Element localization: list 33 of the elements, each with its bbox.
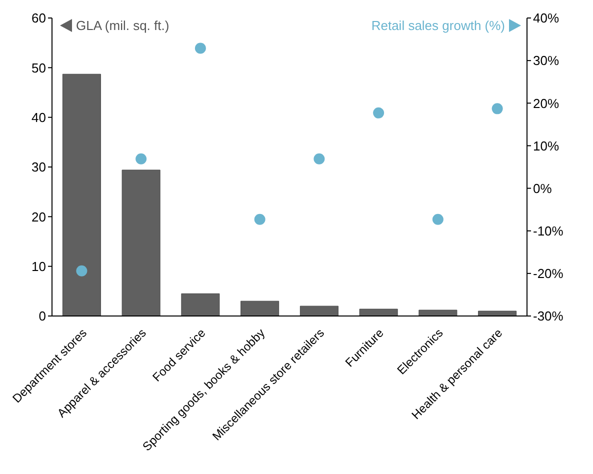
- point: [314, 153, 325, 164]
- y2-tick-label: 0%: [533, 180, 552, 196]
- y-tick-label: 0: [38, 308, 46, 324]
- point: [76, 265, 88, 276]
- bar: [181, 293, 220, 316]
- bar: [478, 310, 517, 316]
- point: [492, 103, 503, 114]
- bar: [359, 308, 398, 316]
- y2-tick-label: 40%: [533, 10, 560, 26]
- text: Retail sales growth (%): [371, 18, 505, 33]
- bar: [62, 74, 101, 316]
- bar: [300, 306, 338, 316]
- y-tick-label: 10: [32, 258, 46, 274]
- y-tick-label: 20: [32, 209, 46, 224]
- y2-tick-label: 20%: [533, 96, 560, 111]
- y2-tick-label: -10%: [533, 223, 564, 238]
- point: [373, 107, 384, 118]
- point: [194, 42, 206, 54]
- y-tick-label: 60: [32, 10, 46, 26]
- bar: [240, 300, 280, 316]
- y-tick-label: 50: [32, 60, 46, 76]
- y-tick-label: 30: [32, 160, 46, 175]
- bar: [122, 170, 160, 316]
- y2-tick-label: -30%: [533, 308, 564, 324]
- y2-tick-label: 30%: [533, 53, 560, 68]
- y2-tick-label: -20%: [533, 266, 564, 282]
- legend-label: GLA (mil. sq. ft.): [76, 18, 170, 33]
- point: [432, 214, 444, 225]
- bar: [418, 310, 458, 316]
- y2-tick-label: 10%: [533, 138, 560, 154]
- point: [136, 153, 147, 164]
- y-tick-label: 40: [32, 110, 46, 125]
- point: [254, 214, 266, 225]
